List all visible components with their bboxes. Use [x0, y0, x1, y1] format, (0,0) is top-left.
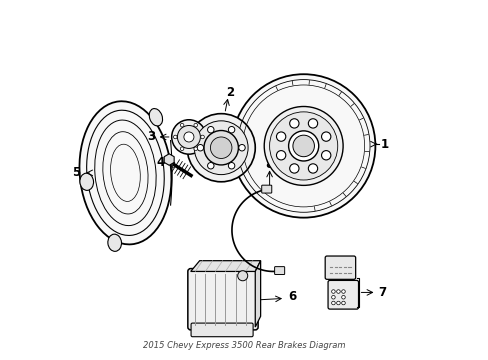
FancyBboxPatch shape [274, 267, 284, 275]
Text: 7: 7 [378, 286, 386, 299]
Circle shape [173, 135, 177, 139]
Circle shape [308, 119, 317, 128]
Polygon shape [164, 154, 174, 165]
Circle shape [228, 162, 234, 169]
Circle shape [276, 150, 285, 160]
Text: 1: 1 [380, 138, 388, 150]
Circle shape [201, 135, 204, 139]
Ellipse shape [256, 89, 265, 203]
Circle shape [264, 107, 343, 185]
Ellipse shape [258, 91, 267, 201]
Circle shape [336, 301, 340, 305]
Text: 3: 3 [146, 130, 155, 144]
Circle shape [276, 132, 285, 141]
FancyBboxPatch shape [187, 269, 258, 330]
Circle shape [194, 121, 247, 175]
Circle shape [308, 164, 317, 173]
Circle shape [341, 290, 345, 293]
Circle shape [336, 290, 340, 293]
Circle shape [238, 144, 244, 151]
Circle shape [210, 137, 231, 158]
Polygon shape [255, 261, 260, 327]
Circle shape [183, 132, 194, 142]
Circle shape [289, 164, 298, 173]
Ellipse shape [149, 109, 162, 126]
Circle shape [197, 144, 203, 151]
Circle shape [180, 123, 183, 127]
Text: 2: 2 [225, 86, 234, 99]
Circle shape [331, 296, 335, 299]
Circle shape [194, 123, 197, 127]
Circle shape [331, 290, 335, 293]
FancyBboxPatch shape [191, 323, 253, 337]
FancyBboxPatch shape [325, 256, 355, 279]
Circle shape [171, 120, 206, 154]
Circle shape [203, 131, 238, 165]
Circle shape [292, 135, 314, 157]
Circle shape [289, 119, 298, 128]
FancyBboxPatch shape [327, 280, 358, 309]
Circle shape [321, 132, 330, 141]
Circle shape [228, 126, 234, 133]
Polygon shape [190, 261, 260, 271]
Ellipse shape [257, 90, 265, 202]
Ellipse shape [80, 173, 93, 190]
Circle shape [288, 131, 318, 161]
Circle shape [237, 271, 247, 281]
Ellipse shape [256, 89, 264, 203]
Circle shape [177, 126, 200, 148]
Text: 4: 4 [156, 156, 164, 168]
FancyBboxPatch shape [261, 185, 271, 193]
Circle shape [231, 74, 375, 218]
Text: 5: 5 [72, 166, 81, 179]
Circle shape [207, 162, 214, 169]
Circle shape [331, 301, 335, 305]
Circle shape [321, 150, 330, 160]
Circle shape [341, 296, 345, 299]
Ellipse shape [257, 90, 266, 202]
Text: 8: 8 [265, 158, 273, 171]
Text: 2015 Chevy Express 3500 Rear Brakes Diagram: 2015 Chevy Express 3500 Rear Brakes Diag… [143, 341, 345, 350]
Circle shape [187, 114, 255, 182]
Ellipse shape [258, 91, 267, 201]
Ellipse shape [80, 101, 171, 244]
Circle shape [194, 147, 197, 150]
Text: 6: 6 [287, 290, 296, 303]
Circle shape [341, 301, 345, 305]
Circle shape [180, 147, 183, 150]
Ellipse shape [108, 234, 121, 251]
Circle shape [269, 112, 337, 180]
Circle shape [207, 126, 214, 133]
